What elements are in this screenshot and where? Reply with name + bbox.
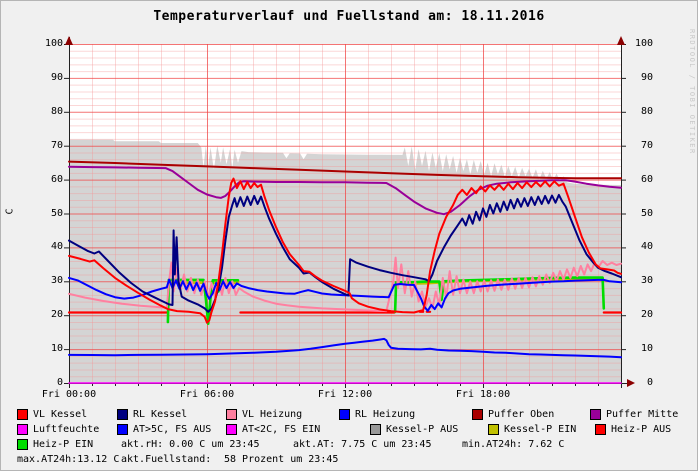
legend-stat: akt.AT: 7.75 C um 23:45 bbox=[293, 438, 431, 450]
y-tick-label: 20 bbox=[50, 309, 63, 321]
legend-item: RL Kessel bbox=[117, 408, 187, 420]
y-tick-label: 0 bbox=[56, 377, 63, 388]
legend-label: AT<2C, FS EIN bbox=[242, 423, 321, 435]
legend-label: Heiz-P EIN bbox=[33, 438, 94, 450]
y-tick-label: 80 bbox=[50, 105, 63, 117]
legend-label: VL Kessel bbox=[33, 408, 88, 420]
legend-swatch bbox=[226, 408, 237, 420]
y-tick-label: 50 bbox=[640, 207, 653, 219]
legend-item: AT>5C, FS AUS bbox=[117, 423, 211, 435]
legend-stat: akt.rH: 0.00 C um 23:45 bbox=[121, 438, 259, 450]
legend-item: Luftfeuchte bbox=[17, 423, 99, 435]
legend-label: min.AT24h: 7.62 C bbox=[462, 438, 565, 450]
legend-label: RL Heizung bbox=[355, 408, 416, 420]
y-tick-label: 80 bbox=[640, 105, 653, 117]
series-puffer-oben bbox=[68, 160, 622, 180]
legend-item: Kessel-P EIN bbox=[488, 423, 576, 435]
legend-label: RL Kessel bbox=[133, 408, 188, 420]
legend-item: Puffer Oben bbox=[472, 408, 554, 420]
legend-label: VL Heizung bbox=[242, 408, 303, 420]
legend-swatch bbox=[595, 423, 606, 435]
legend-item: VL Heizung bbox=[226, 408, 302, 420]
y-tick-label: 90 bbox=[50, 71, 63, 83]
y-tick-label: 100 bbox=[44, 38, 63, 49]
legend-label: akt.AT: 7.75 C um 23:45 bbox=[293, 438, 432, 450]
legend-swatch bbox=[488, 423, 499, 435]
legend-label: 58 Prozent um 23:45 bbox=[224, 453, 339, 465]
legend-label: AT>5C, FS AUS bbox=[133, 423, 212, 435]
x-tick-label: Fri 06:00 bbox=[179, 389, 235, 400]
series-vl-heizung bbox=[68, 256, 622, 313]
legend-item: RL Heizung bbox=[339, 408, 415, 420]
y-tick-label: 30 bbox=[50, 275, 63, 287]
y-tick-label: 20 bbox=[640, 309, 653, 321]
legend-stat: min.AT24h: 7.62 C bbox=[462, 438, 564, 450]
legend-label: max.AT24h:13.12 C bbox=[17, 453, 120, 465]
legend-label: Luftfeuchte bbox=[33, 423, 100, 435]
legend-swatch bbox=[590, 408, 601, 420]
y-tick-label: 60 bbox=[640, 173, 653, 185]
y-tick-label: 10 bbox=[50, 343, 63, 355]
legend-item: AT<2C, FS EIN bbox=[226, 423, 320, 435]
series-vl-kessel bbox=[68, 177, 622, 324]
y-tick-label: 100 bbox=[634, 38, 653, 49]
rrdtool-watermark: RRDTOOL / TOBI OETIKER bbox=[688, 29, 696, 155]
legend-item: Heiz-P AUS bbox=[595, 423, 671, 435]
x-tick-label: Fri 12:00 bbox=[317, 389, 373, 400]
legend-swatch bbox=[17, 423, 28, 435]
series-rl-kessel bbox=[68, 193, 622, 313]
series-at-aussentemperatur bbox=[68, 337, 622, 359]
chart-title: Temperaturverlauf und Fuellstand am: 18.… bbox=[153, 9, 545, 24]
grid-major bbox=[69, 44, 621, 383]
legend-stat: max.AT24h:13.12 C bbox=[17, 453, 119, 465]
x-axis-arrow bbox=[627, 379, 635, 387]
y-tick-label: 60 bbox=[50, 173, 63, 185]
legend-label: Puffer Mitte bbox=[606, 408, 679, 420]
y-axis-arrow-right bbox=[617, 36, 625, 45]
legend-label: Kessel-P AUS bbox=[386, 423, 459, 435]
x-tick-label: Fri 18:00 bbox=[455, 389, 511, 400]
series-puffer-mitte bbox=[68, 165, 622, 216]
y-tick-label: 0 bbox=[646, 377, 653, 388]
legend-label: Heiz-P AUS bbox=[611, 423, 672, 435]
y-tick-label: 90 bbox=[640, 71, 653, 83]
legend-swatch bbox=[17, 438, 28, 450]
legend-swatch bbox=[370, 423, 381, 435]
legend-swatch bbox=[339, 408, 350, 420]
legend-stat: 58 Prozent um 23:45 bbox=[224, 453, 338, 465]
y-tick-label: 70 bbox=[50, 139, 63, 151]
y-tick-label: 40 bbox=[640, 241, 653, 253]
legend-swatch bbox=[117, 408, 128, 420]
y-tick-label: 50 bbox=[50, 207, 63, 219]
legend-item: Heiz-P EIN bbox=[17, 438, 93, 450]
legend-swatch bbox=[17, 408, 28, 420]
x-tick-label: Fri 00:00 bbox=[41, 389, 97, 400]
legend-stat: akt.Fuellstand: bbox=[121, 453, 211, 465]
legend-label: Puffer Oben bbox=[488, 408, 555, 420]
legend-item: VL Kessel bbox=[17, 408, 87, 420]
legend-swatch bbox=[472, 408, 483, 420]
y-tick-label: 70 bbox=[640, 139, 653, 151]
legend-label: Kessel-P EIN bbox=[504, 423, 577, 435]
legend-item: Kessel-P AUS bbox=[370, 423, 458, 435]
legend-label: akt.rH: 0.00 C um 23:45 bbox=[121, 438, 260, 450]
y-tick-label: 40 bbox=[50, 241, 63, 253]
y-tick-label: 10 bbox=[640, 343, 653, 355]
y-axis-arrow bbox=[65, 36, 73, 45]
series-heiz-p-ein bbox=[393, 276, 606, 314]
legend-label: akt.Fuellstand: bbox=[121, 453, 212, 465]
legend-swatch bbox=[117, 423, 128, 435]
legend-item: Puffer Mitte bbox=[590, 408, 678, 420]
legend-swatch bbox=[226, 423, 237, 435]
y-tick-label: 30 bbox=[640, 275, 653, 287]
